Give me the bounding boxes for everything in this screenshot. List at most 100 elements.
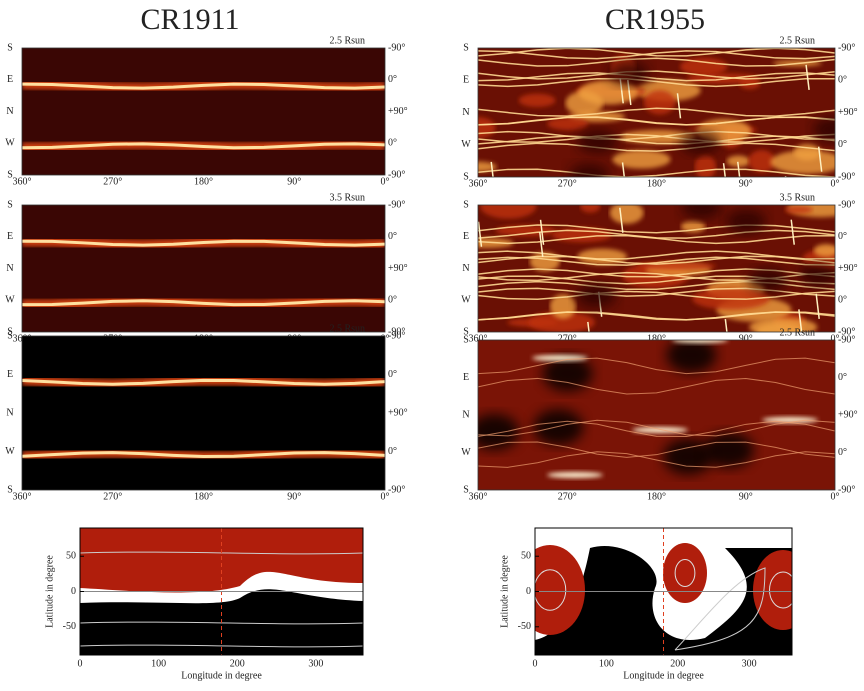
streak <box>22 451 385 459</box>
panel-label: 2.5 Rsun <box>779 35 815 46</box>
vertical-streak <box>587 321 590 332</box>
latitude-letter: S <box>7 326 13 337</box>
longitude-tick-label: 90° <box>739 333 753 344</box>
streak <box>478 419 835 437</box>
latitude-tick-label: +90° <box>838 409 858 420</box>
x-tick-label: 100 <box>151 658 166 669</box>
latitude-letter: N <box>462 263 469 274</box>
latitude-letter: S <box>7 330 13 341</box>
latitude-letter: S <box>463 484 469 495</box>
latitude-letter: E <box>463 231 469 242</box>
map-background <box>22 205 385 332</box>
latitude-letter: N <box>462 107 469 118</box>
bright-patch <box>680 57 728 76</box>
bright-patch <box>580 205 601 213</box>
dark-patch <box>569 163 610 177</box>
vertical-streak <box>798 309 803 332</box>
longitude-tick-label: 270° <box>103 491 122 502</box>
latitude-letter: N <box>6 106 13 117</box>
vertical-streak <box>722 163 726 177</box>
streak <box>22 239 385 247</box>
latitude-letter: E <box>463 372 469 383</box>
x-tick-label: 0 <box>78 658 83 669</box>
longitude-tick-label: 270° <box>558 333 577 344</box>
latitude-letter: S <box>7 169 13 180</box>
bright-patch <box>612 149 671 169</box>
panel-label: 2.5 Rsun <box>779 327 815 338</box>
longitude-tick-label: 360° <box>469 491 488 502</box>
latitude-tick-label: -90° <box>388 484 405 495</box>
column-title: CR1911 <box>141 3 240 36</box>
longitude-tick-label: 180° <box>194 176 213 187</box>
streak <box>478 250 835 260</box>
latitude-tick-label: 0° <box>838 75 847 86</box>
x-tick-label: 200 <box>670 658 685 669</box>
streak <box>478 420 835 438</box>
panel-frame <box>477 339 836 491</box>
latitude-letter: S <box>7 42 13 53</box>
positive-region <box>663 543 707 603</box>
panel-frame <box>477 47 836 178</box>
longitude-tick-label: 360° <box>469 178 488 189</box>
latitude-tick-label: 0° <box>838 295 847 306</box>
panel-label: 2.5 Rsun <box>329 35 365 46</box>
latitude-letter: W <box>5 138 15 149</box>
y-tick-label: 0 <box>71 586 76 597</box>
vertical-streak <box>539 219 545 245</box>
bright-patch <box>756 322 803 332</box>
streak <box>478 357 835 375</box>
x-tick-label: 300 <box>308 658 323 669</box>
latitude-letter: N <box>6 407 13 418</box>
streak <box>478 57 835 67</box>
latitude-tick-label: -90° <box>838 42 855 53</box>
dark-patch <box>542 355 593 392</box>
bright-patch <box>532 355 588 361</box>
map-background <box>478 340 835 490</box>
streak <box>478 107 835 117</box>
vertical-streak <box>621 162 626 177</box>
longitude-tick-label: 0° <box>831 491 840 502</box>
latitude-tick-label: 0° <box>838 231 847 242</box>
dark-patch <box>726 209 767 234</box>
streak <box>478 70 835 80</box>
x-axis-label: Longitude in degree <box>623 670 704 681</box>
dark-patch <box>533 409 584 446</box>
vertical-streak <box>737 161 741 177</box>
x-tick-label: 100 <box>599 658 614 669</box>
longitude-tick-label: 180° <box>647 333 666 344</box>
streak <box>22 142 385 150</box>
bright-patch <box>784 205 813 214</box>
plot-image <box>535 528 792 655</box>
x-tick-label: 300 <box>742 658 757 669</box>
dark-patch <box>662 438 713 475</box>
latitude-tick-label: -90° <box>388 330 405 341</box>
dark-patch <box>747 268 788 293</box>
bright-patch <box>770 150 835 174</box>
latitude-letter: W <box>461 139 471 150</box>
latitude-letter: W <box>5 446 15 457</box>
map-background <box>22 336 385 490</box>
bright-patch <box>547 472 603 478</box>
streak <box>478 135 835 145</box>
dark-patch <box>812 117 835 142</box>
latitude-tick-label: 0° <box>388 295 397 306</box>
longitude-tick-label: 270° <box>103 176 122 187</box>
positive-region <box>535 545 585 635</box>
map-image <box>478 48 835 177</box>
latitude-tick-label: +90° <box>388 106 408 117</box>
dark-patch <box>576 283 617 308</box>
x-tick-label: 200 <box>230 658 245 669</box>
bright-patch <box>748 150 776 173</box>
latitude-letter: E <box>463 75 469 86</box>
latitude-tick-label: 0° <box>388 446 397 457</box>
latitude-letter: S <box>463 199 469 210</box>
vertical-streak <box>817 146 823 172</box>
streak <box>478 290 835 300</box>
bright-patch <box>609 205 644 224</box>
latitude-plot: 0 100 200 300 50 0 -50 Longitude in degree Latit… <box>499 527 793 681</box>
bright-patch <box>726 155 751 167</box>
streak <box>478 77 835 88</box>
map-image <box>478 205 835 332</box>
